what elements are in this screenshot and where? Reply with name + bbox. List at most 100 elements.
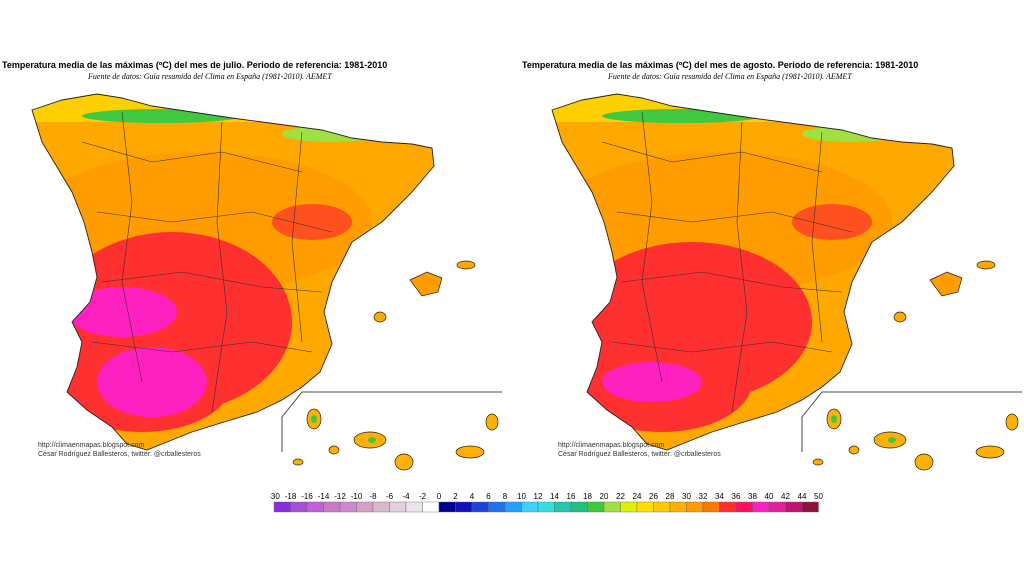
province-border (291, 131, 303, 343)
scale-tick-label: 18 (583, 492, 592, 501)
scale-swatch (785, 501, 803, 513)
scale-tick-label: -30 (270, 492, 280, 501)
scale-swatch (603, 501, 621, 513)
island-mallorca (929, 271, 963, 297)
map-panel-july: Temperatura media de las máximas (ºC) de… (2, 60, 502, 471)
peninsula-outline (551, 93, 955, 451)
scale-swatch (339, 501, 357, 513)
island-canary (485, 413, 499, 431)
scale-tick-label: -14 (318, 492, 330, 501)
scale-swatch (686, 501, 704, 513)
scale-tick-label: 40 (765, 492, 774, 501)
scale-tick-label: 28 (666, 492, 675, 501)
island-canary-highland (311, 415, 317, 423)
scale-tick-label: 2 (453, 492, 458, 501)
scale-swatch (719, 501, 737, 513)
scale-tick-label: -12 (334, 492, 346, 501)
province-border (81, 141, 303, 173)
spain-temperature-map-july (31, 93, 502, 471)
scale-tick-label: 4 (470, 492, 475, 501)
scale-swatch (768, 501, 786, 513)
scale-swatch (455, 501, 473, 513)
map-source: Fuente de datos: Guía resumida del Clima… (608, 72, 852, 81)
scale-swatch (356, 501, 374, 513)
zone-ebro (272, 204, 352, 240)
scale-swatch (735, 501, 753, 513)
canary-inset-frame (801, 391, 1022, 452)
island-canary (1005, 413, 1019, 431)
scale-tick-label: 14 (550, 492, 559, 501)
scale-swatch (636, 501, 654, 513)
scale-tick-label: -16 (301, 492, 313, 501)
scale-swatch (653, 501, 671, 513)
island-canary (455, 445, 485, 459)
scale-tick-label: 20 (600, 492, 609, 501)
credit-url: http://climaenmapas.blogspot.com (558, 442, 665, 449)
scale-swatch (669, 501, 687, 513)
scale-tick-label: 38 (748, 492, 757, 501)
scale-swatch (521, 501, 539, 513)
scale-tick-label: -8 (369, 492, 377, 501)
province-border (641, 111, 663, 383)
map-source: Fuente de datos: Guía resumida del Clima… (88, 72, 332, 81)
scale-swatch (438, 501, 456, 513)
province-border (616, 211, 853, 233)
scale-tick-label: -18 (285, 492, 297, 501)
island-ibiza (373, 311, 387, 323)
scale-tick-label: 42 (781, 492, 790, 501)
scale-tick-label: 32 (699, 492, 708, 501)
scale-swatch (488, 501, 506, 513)
peninsula-outline (31, 93, 435, 451)
scale-swatch (471, 501, 489, 513)
scale-swatch (290, 501, 308, 513)
temperature-color-scale: -30-18-16-14-12-10-8-6-4-202468101214161… (270, 490, 830, 514)
scale-tick-label: 26 (649, 492, 658, 501)
scale-swatch (801, 501, 819, 513)
island-canary (328, 445, 340, 455)
map-title: Temperatura media de las máximas (ºC) de… (2, 60, 388, 70)
province-border (96, 211, 333, 233)
scale-tick-label: 34 (715, 492, 724, 501)
island-canary-highland (368, 437, 376, 443)
scale-tick-label: 8 (503, 492, 508, 501)
scale-tick-label: 10 (517, 492, 526, 501)
island-canary (812, 458, 824, 466)
scale-tick-label: 0 (437, 492, 442, 501)
scale-swatch (587, 501, 605, 513)
credit-url: http://climaenmapas.blogspot.com (38, 442, 145, 449)
province-border (121, 111, 143, 383)
island-mallorca (409, 271, 443, 297)
spain-temperature-map-august (551, 93, 1022, 471)
island-canary (292, 458, 304, 466)
scale-swatch (372, 501, 390, 513)
province-border (101, 271, 323, 293)
scale-tick-label: 12 (534, 492, 543, 501)
scale-tick-label: -2 (419, 492, 427, 501)
map-title: Temperatura media de las máximas (ºC) de… (522, 60, 919, 70)
scale-swatch (702, 501, 720, 513)
zone-magenta (602, 362, 702, 402)
scale-swatch (752, 501, 770, 513)
scale-swatch (620, 501, 638, 513)
scale-swatch (273, 501, 291, 513)
island-canary (914, 453, 934, 471)
scale-tick-label: 22 (616, 492, 625, 501)
province-border (731, 121, 748, 413)
scale-swatch (554, 501, 572, 513)
scale-swatch (422, 501, 440, 513)
scale-swatch (405, 501, 423, 513)
province-border (601, 141, 823, 173)
credit-author: César Rodríguez Ballesteros, twitter: @c… (558, 451, 721, 458)
scale-swatch (389, 501, 407, 513)
scale-swatch (537, 501, 555, 513)
scale-tick-label: 36 (732, 492, 741, 501)
canary-inset-frame (281, 391, 502, 452)
province-border (621, 271, 843, 293)
scale-swatch (504, 501, 522, 513)
scale-tick-label: 44 (798, 492, 807, 501)
scale-swatch (570, 501, 588, 513)
island-canary-highland (831, 415, 837, 423)
scale-tick-label: 6 (486, 492, 491, 501)
island-canary (394, 453, 414, 471)
province-border (91, 341, 313, 353)
